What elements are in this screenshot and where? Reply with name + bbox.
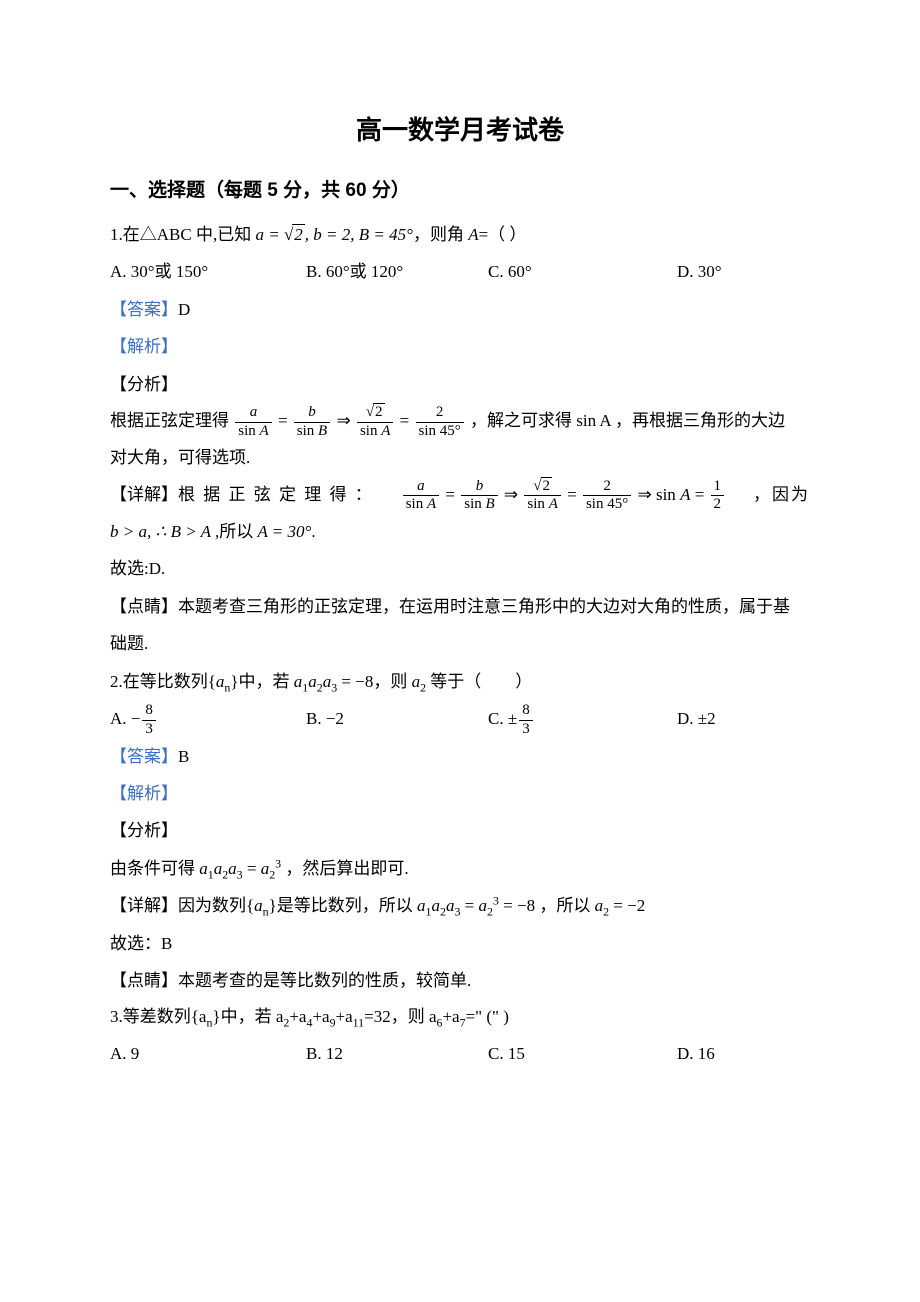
q1-options: A. 30°或 150° B. 60°或 120° C. 60° D. 30° (110, 253, 810, 290)
q2-optD: D. ±2 (677, 700, 810, 737)
page-title: 高一数学月考试卷 (110, 110, 810, 147)
q1-xiangjie-line: 【详解】根 据 正 弦 定 理 得 ： asin A = bsin B ⇒ 2s… (110, 477, 810, 513)
q1-xiangjie-line2: b > a, ∴ B > A ,所以 A = 30°. (110, 513, 810, 550)
q1-dianjing-l1: 【点睛】本题考查三角形的正弦定理，在运用时注意三角形中的大边对大角的性质，属于基 (110, 588, 810, 625)
q1-optC: C. 60° (488, 253, 677, 290)
q1-fenxi-label: 【分析】 (110, 366, 810, 403)
q2-stem: 2.在等比数列{an}中，若 a1a2a3 = −8，则 a2 等于（ ） (110, 663, 810, 701)
q1-stem-post: ，则角 (413, 225, 468, 244)
q2-fenxi-label: 【分析】 (110, 812, 810, 849)
q1-stem-end: =（ ） (479, 225, 527, 244)
q1-jiexi-label: 【解析】 (110, 328, 810, 365)
q2-answer: B (178, 747, 189, 766)
q3-options: A. 9 B. 12 C. 15 D. 16 (110, 1035, 810, 1072)
q2-jiexi-label: 【解析】 (110, 775, 810, 812)
q1-stem: 1.在△ABC 中,已知 a = 2, b = 2, B = 45°，则角 A=… (110, 216, 810, 253)
section-heading: 一、选择题（每题 5 分，共 60 分） (110, 175, 810, 202)
q1-dianjing-l2: 础题. (110, 625, 810, 662)
q2-dianjing: 【点睛】本题考查的是等比数列的性质，较简单. (110, 962, 810, 999)
q1-stem-pre: 1.在△ABC 中,已知 (110, 225, 255, 244)
q1-optA: A. 30°或 150° (110, 253, 306, 290)
q2-optC: C. ±83 (488, 700, 677, 737)
q3-optC: C. 15 (488, 1035, 677, 1072)
q1-answer: D (178, 300, 190, 319)
exam-page: 高一数学月考试卷 一、选择题（每题 5 分，共 60 分） 1.在△ABC 中,… (0, 0, 920, 1302)
q2-answer-line: 【答案】B (110, 738, 810, 775)
q1-fenxi-line2: 对大角，可得选项. (110, 439, 810, 476)
q3-optD: D. 16 (677, 1035, 810, 1072)
q1-optD: D. 30° (677, 253, 810, 290)
q3-optB: B. 12 (306, 1035, 488, 1072)
q1-answer-line: 【答案】D (110, 291, 810, 328)
q1-guxuan: 故选:D. (110, 550, 810, 587)
q2-fenxi: 由条件可得 a1a2a3 = a23 ，然后算出即可. (110, 850, 810, 888)
q2-optA: A. −83 (110, 700, 306, 737)
q1-optB: B. 60°或 120° (306, 253, 488, 290)
q2-guxuan: 故选：B (110, 925, 810, 962)
q2-optB: B. −2 (306, 700, 488, 737)
q3-optA: A. 9 (110, 1035, 306, 1072)
q1-fenxi-line1: 根据正弦定理得 asin A = bsin B ⇒ 2sin A = 2sin … (110, 403, 810, 439)
q1-ask: A (468, 225, 478, 244)
q3-stem: 3.等差数列{an}中，若 a2+a4+a9+a11=32，则 a6+a7=" … (110, 1000, 810, 1035)
q2-xiangjie: 【详解】因为数列{an}是等比数列，所以 a1a2a3 = a23 = −8 ，… (110, 887, 810, 925)
q2-options: A. −83 B. −2 C. ±83 D. ±2 (110, 700, 810, 737)
